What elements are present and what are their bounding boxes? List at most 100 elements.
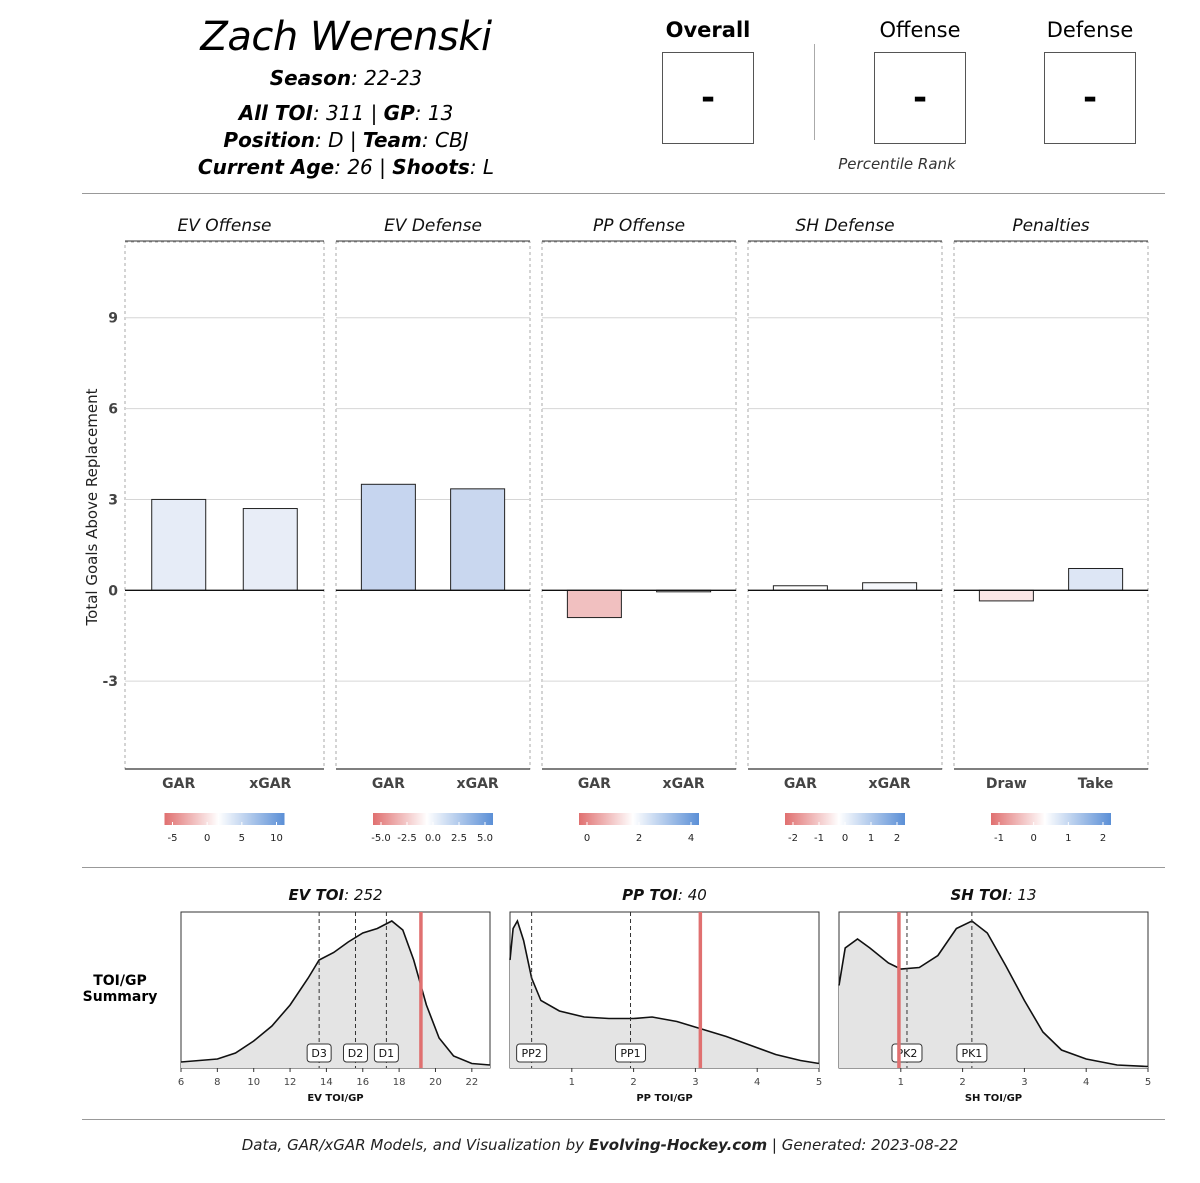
x-tick-label: 5 <box>816 1077 822 1088</box>
footer-credit: Data, GAR/xGAR Models, and Visualization… <box>0 1136 1200 1154</box>
x-tick-label: 3 <box>692 1077 698 1088</box>
line-marker-label: D3 <box>311 1047 326 1060</box>
panel-title: EV Defense <box>384 216 482 236</box>
x-tick-label: 18 <box>393 1077 406 1088</box>
toi-panel-title: SH TOI: 13 <box>950 886 1036 904</box>
overall-rank-box: - <box>662 52 754 144</box>
footer-brand: Evolving-Hockey.com <box>588 1136 768 1154</box>
legend-colorbar <box>785 813 905 825</box>
y-tick-label: 0 <box>108 583 118 599</box>
line-marker-label: D2 <box>348 1047 363 1060</box>
density-line <box>838 920 1149 1068</box>
x-tick-label: xGAR <box>663 776 705 792</box>
legend-tick-label: 2.5 <box>451 833 467 844</box>
gar-panel: Penalties Draw Take -1 0 1 2 <box>953 216 1149 844</box>
x-tick-label: 14 <box>320 1077 333 1088</box>
legend-tick-label: -5 <box>168 833 178 844</box>
season-label: Season <box>269 66 352 90</box>
x-tick-label: 3 <box>1021 1077 1027 1088</box>
toi-summary-line1: TOI/GP <box>93 973 147 989</box>
toi-value: : 311 | <box>312 101 384 125</box>
x-axis-label: SH TOI/GP <box>965 1093 1022 1104</box>
legend-tick-label: 0 <box>842 833 848 844</box>
legend-colorbar <box>991 813 1111 825</box>
overall-label: Overall <box>665 18 751 42</box>
divider-bottom <box>82 1119 1165 1120</box>
x-tick-label: 2 <box>630 1077 636 1088</box>
position-value: : D | <box>314 128 363 152</box>
x-tick-label: xGAR <box>869 776 911 792</box>
shoots-label: Shoots <box>392 155 470 179</box>
line-marker-label: PK2 <box>897 1047 918 1060</box>
x-tick-label: GAR <box>372 776 405 792</box>
toi-title-label: EV TOI <box>288 886 344 904</box>
player-name: Zach Werenski <box>200 14 492 60</box>
gp-value: : 13 <box>414 101 454 125</box>
toi-panel: PP TOI: 40 PP2 PP1 1 2 3 4 5 PP TOI/GP <box>509 886 822 1104</box>
density-line <box>509 919 820 1065</box>
season-line: Season: 22-23 <box>146 66 546 90</box>
y-tick-label: 3 <box>108 492 118 508</box>
toi-title-value: : 252 <box>344 886 382 904</box>
legend-tick-label: 2 <box>894 833 900 844</box>
x-tick-label: xGAR <box>457 776 499 792</box>
x-tick-label: xGAR <box>249 776 291 792</box>
position-team-line: Position: D | Team: CBJ <box>146 128 546 152</box>
toi-title-value: : 13 <box>1008 886 1037 904</box>
x-tick-label: 2 <box>959 1077 965 1088</box>
y-tick-label: 9 <box>108 311 118 327</box>
line-marker-label: PP2 <box>521 1047 541 1060</box>
x-tick-label: GAR <box>162 776 195 792</box>
y-axis-label: Total Goals Above Replacement <box>83 388 101 626</box>
x-tick-label: 16 <box>356 1077 369 1088</box>
bar <box>450 488 506 591</box>
rank-divider <box>814 44 815 140</box>
age-value: : 26 | <box>334 155 393 179</box>
toi-panel: EV TOI: 252 D3 D2 D1 6 8 10 12 14 16 18 20 22 EV TOI/… <box>178 886 491 1104</box>
y-tick-label: -3 <box>102 674 118 690</box>
legend-colorbar <box>579 813 699 825</box>
legend-tick-label: 2 <box>1100 833 1106 844</box>
gar-panel: EV Defense GAR xGAR -5.0 -2.5 0.0 2.5 5.0 <box>335 216 531 844</box>
legend-tick-label: 5 <box>239 833 245 844</box>
density-line <box>180 920 491 1066</box>
toi-gp-line: All TOI: 311 | GP: 13 <box>146 101 546 125</box>
density-area <box>839 921 1148 1068</box>
toi-summary-label: TOI/GP Summary <box>70 973 170 1005</box>
x-tick-label: 6 <box>178 1077 184 1088</box>
panel-frame <box>747 241 943 770</box>
x-axis-label: PP TOI/GP <box>636 1093 692 1104</box>
team-value: : CBJ <box>421 128 469 152</box>
x-tick-label: GAR <box>784 776 817 792</box>
x-tick-label: 4 <box>754 1077 760 1088</box>
line-marker-label-box <box>373 1043 399 1063</box>
age-shoots-line: Current Age: 26 | Shoots: L <box>146 155 546 179</box>
toi-label: All TOI <box>238 101 313 125</box>
line-marker-label-box <box>956 1043 988 1063</box>
x-tick-label: 4 <box>1083 1077 1089 1088</box>
x-tick-label: 1 <box>569 1077 575 1088</box>
divider-top <box>82 193 1165 194</box>
legend-tick-label: 10 <box>270 833 283 844</box>
legend-tick-label: 1 <box>1065 833 1071 844</box>
toi-title-label: SH TOI <box>950 886 1008 904</box>
legend-tick-label: -5.0 <box>371 833 391 844</box>
line-marker-label: PP1 <box>620 1047 640 1060</box>
toi-panel: SH TOI: 13 PK2 PK1 1 2 3 4 5 SH TOI/GP <box>838 886 1151 1104</box>
season-value: : 22-23 <box>351 66 423 90</box>
legend-tick-label: 2 <box>636 833 642 844</box>
x-tick-label: Draw <box>986 776 1027 792</box>
line-marker-label: PK1 <box>961 1047 982 1060</box>
bar <box>242 508 298 591</box>
x-tick-label: 5 <box>1145 1077 1151 1088</box>
x-tick-label: 12 <box>284 1077 297 1088</box>
toi-title-label: PP TOI <box>622 886 678 904</box>
offense-label: Offense <box>879 18 961 42</box>
gar-panel: SH Defense GAR xGAR -2 -1 0 1 2 <box>747 216 943 844</box>
panel-title: SH Defense <box>795 216 894 236</box>
bar <box>360 483 416 591</box>
bar <box>862 582 918 591</box>
x-tick-label: 20 <box>429 1077 442 1088</box>
line-marker-label-box <box>342 1043 368 1063</box>
